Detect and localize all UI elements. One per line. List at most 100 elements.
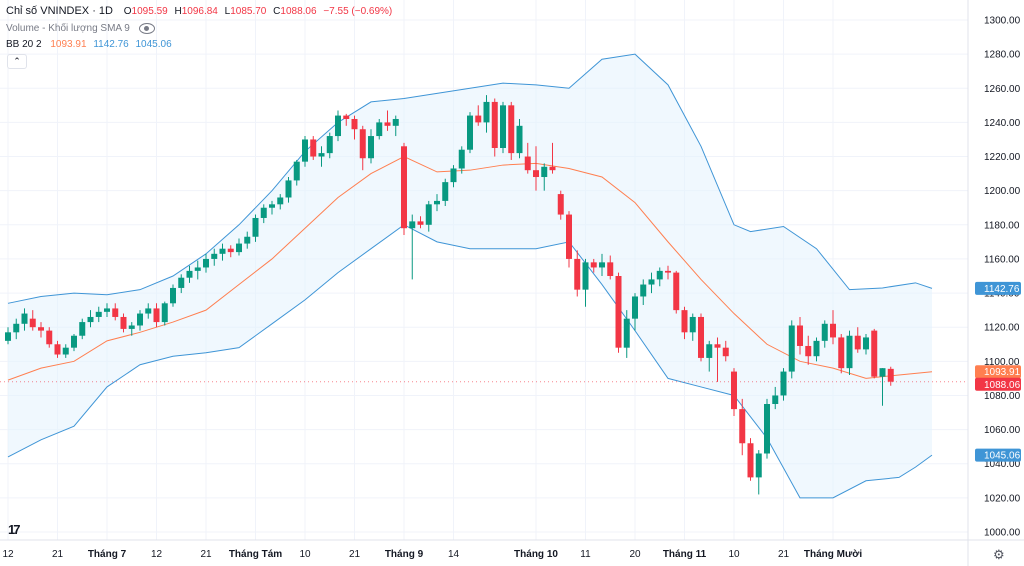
candle-body bbox=[821, 323, 828, 341]
candle-body bbox=[648, 279, 655, 285]
candle-body bbox=[500, 105, 506, 148]
close-price-tag: 1088.06 bbox=[984, 380, 1021, 391]
x-tick-label: Tháng Mười bbox=[804, 549, 862, 560]
candle-body bbox=[71, 335, 77, 348]
bb-lower-price-tag: 1045.06 bbox=[984, 451, 1021, 462]
candle-body bbox=[549, 166, 556, 171]
candle-body bbox=[318, 153, 325, 157]
bb-upper-value: 1142.76 bbox=[93, 39, 129, 50]
candle-body bbox=[376, 122, 383, 137]
candle-body bbox=[244, 236, 251, 244]
candle-body bbox=[277, 197, 284, 205]
eye-icon[interactable] bbox=[138, 23, 155, 34]
candle-body bbox=[755, 453, 762, 478]
collapse-legend-button[interactable]: ⌃ bbox=[7, 54, 27, 69]
x-tick-label: 20 bbox=[629, 549, 641, 560]
low-value: 1085.70 bbox=[230, 6, 267, 17]
y-tick-label: 1180.00 bbox=[984, 220, 1020, 231]
candle-body bbox=[557, 194, 564, 215]
x-tick-label: Tháng 7 bbox=[88, 549, 127, 560]
x-tick-label: 12 bbox=[2, 549, 14, 560]
x-tick-label: Tháng 10 bbox=[514, 549, 558, 560]
low-label: L bbox=[224, 6, 231, 17]
volume-legend[interactable]: Volume - Khối lượng SMA 9 bbox=[6, 23, 155, 34]
y-tick-label: 1240.00 bbox=[984, 118, 1021, 129]
candle-body bbox=[483, 101, 490, 123]
candle-body bbox=[599, 262, 605, 268]
bb-lower-line bbox=[7, 224, 933, 499]
candle-body bbox=[29, 318, 36, 328]
candle-body bbox=[302, 139, 308, 162]
candle-body bbox=[252, 217, 259, 237]
candle-body bbox=[838, 337, 845, 369]
candle-body bbox=[475, 115, 482, 123]
open-value: 1095.59 bbox=[131, 6, 168, 17]
candle-body bbox=[359, 129, 366, 159]
candle-body bbox=[566, 214, 572, 259]
candle-body bbox=[524, 156, 531, 171]
bb-upper-line bbox=[7, 53, 933, 304]
candle-body bbox=[863, 337, 869, 350]
candle-body bbox=[772, 395, 779, 404]
high-label: H bbox=[174, 6, 182, 17]
candle-body bbox=[887, 368, 894, 382]
candle-body bbox=[87, 316, 94, 323]
candle-body bbox=[871, 330, 878, 377]
bb-band-fill bbox=[8, 54, 932, 498]
candle-body bbox=[112, 308, 119, 317]
candle-body bbox=[458, 149, 465, 169]
tradingview-logo-icon[interactable]: 17 bbox=[8, 522, 20, 537]
bb-lower-value: 1045.06 bbox=[135, 39, 172, 50]
gear-icon[interactable]: ⚙ bbox=[993, 547, 1005, 562]
open-label: O bbox=[123, 6, 132, 17]
candle-body bbox=[219, 248, 226, 254]
volume-label: Volume - Khối lượng SMA 9 bbox=[6, 23, 130, 35]
candle-body bbox=[120, 316, 127, 329]
candle-body bbox=[227, 248, 234, 253]
y-tick-label: 1040.00 bbox=[984, 459, 1021, 470]
x-tick-label: 21 bbox=[52, 549, 64, 560]
candle-body bbox=[467, 115, 473, 150]
candle-body bbox=[38, 327, 44, 331]
candle-body bbox=[13, 323, 20, 333]
candle-body bbox=[409, 221, 416, 229]
candle-body bbox=[640, 284, 647, 297]
symbol-title[interactable]: Chỉ số VNINDEX · 1D bbox=[6, 5, 113, 17]
candle-body bbox=[260, 207, 267, 218]
candle-body bbox=[351, 118, 358, 130]
candle-body bbox=[335, 115, 341, 137]
x-tick-label: 12 bbox=[151, 549, 163, 560]
bb-legend[interactable]: BB 20 2 1093.91 1142.76 1045.06 bbox=[6, 39, 172, 50]
candle-body bbox=[5, 332, 11, 341]
candle-body bbox=[788, 325, 795, 372]
candle-body bbox=[706, 344, 713, 358]
y-tick-label: 1020.00 bbox=[984, 493, 1021, 504]
candle-body bbox=[681, 310, 688, 333]
y-tick-label: 1120.00 bbox=[984, 323, 1020, 334]
high-value: 1096.84 bbox=[181, 6, 218, 17]
candle-body bbox=[62, 347, 69, 355]
x-tick-label: Tháng Tám bbox=[229, 549, 282, 560]
candle-body bbox=[747, 443, 754, 478]
candle-body bbox=[170, 287, 176, 304]
candle-body bbox=[392, 118, 399, 126]
candle-body bbox=[656, 270, 663, 280]
candle-body bbox=[533, 170, 539, 178]
bb-basis-price-tag-bg bbox=[975, 365, 1021, 379]
candle-body bbox=[145, 308, 152, 314]
candle-body bbox=[211, 253, 218, 259]
candle-body bbox=[673, 272, 680, 311]
candle-body bbox=[368, 136, 374, 159]
x-tick-label: 10 bbox=[728, 549, 740, 560]
candle-body bbox=[21, 313, 28, 324]
close-label: C bbox=[273, 6, 281, 17]
candle-body bbox=[285, 180, 292, 198]
candle-body bbox=[764, 404, 770, 454]
symbol-legend: Chỉ số VNINDEX · 1D O1095.59 H1096.84 L1… bbox=[6, 5, 392, 17]
x-tick-label: 21 bbox=[778, 549, 790, 560]
candle-body bbox=[153, 308, 160, 323]
y-tick-label: 1080.00 bbox=[984, 391, 1021, 402]
candle-body bbox=[582, 262, 589, 290]
